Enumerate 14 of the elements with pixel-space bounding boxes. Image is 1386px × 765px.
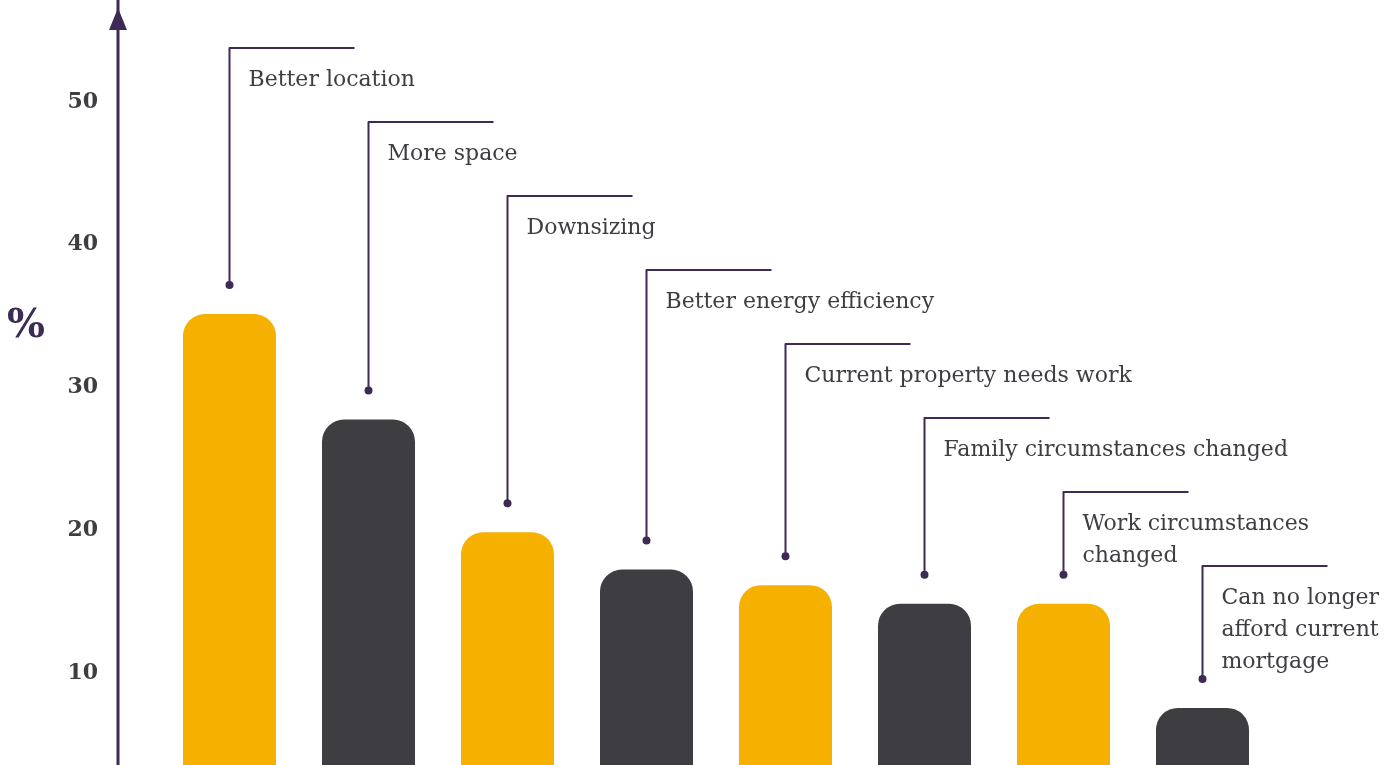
annotation: Current property needs work <box>804 362 1133 387</box>
annotation: Better energy efficiency <box>665 288 935 313</box>
annotation: Family circumstances changed <box>943 436 1288 461</box>
annotation: More space <box>387 140 518 165</box>
annotation: Can no longer afford current mortgage <box>1221 584 1380 673</box>
y-tick-label: 30 <box>67 372 98 399</box>
y-tick-label: 20 <box>67 514 98 541</box>
y-tick-label: 10 <box>67 657 98 684</box>
y-tick-label: 50 <box>67 86 98 113</box>
annotation: Work circumstances changed <box>1082 510 1309 567</box>
y-tick-label: 40 <box>67 229 98 256</box>
annotation: Downsizing <box>526 214 656 239</box>
annotation: Better location <box>248 66 415 91</box>
y-axis-title: % <box>7 298 46 346</box>
